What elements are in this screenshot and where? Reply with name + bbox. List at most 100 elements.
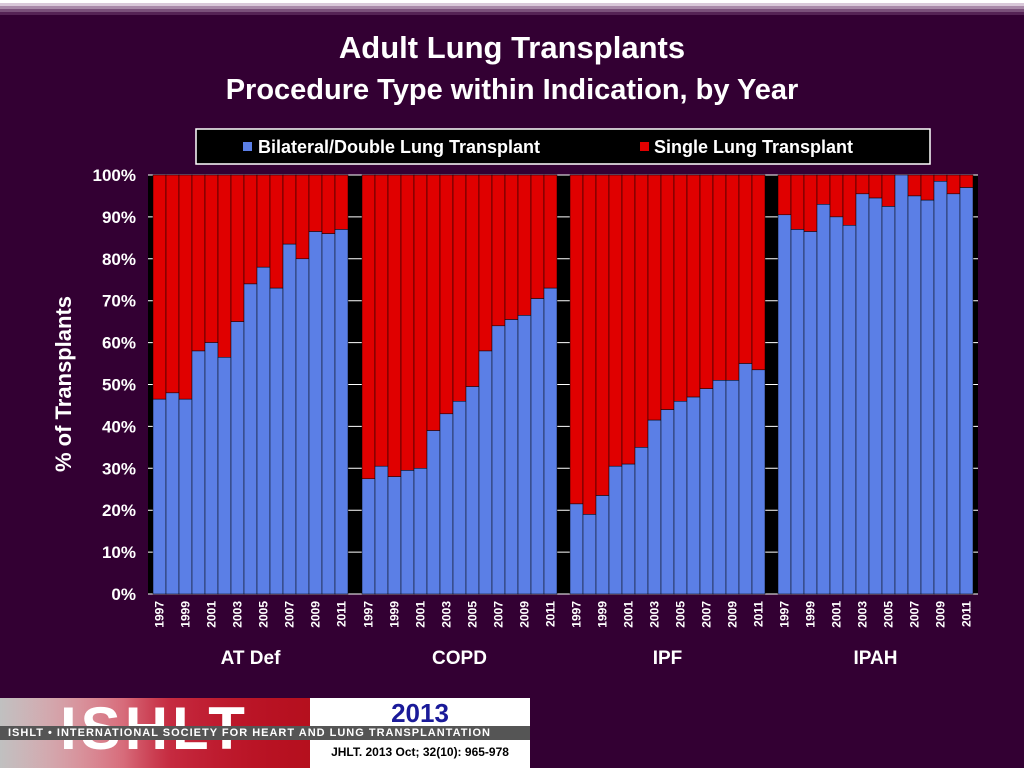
group-label: IPAH	[854, 648, 898, 669]
x-tick-label: 2005	[466, 601, 480, 628]
x-tick-label: 2003	[648, 601, 662, 628]
y-tick-label: 80%	[102, 250, 136, 269]
bar-single	[816, 174, 831, 205]
x-tick-label: 2001	[622, 601, 636, 628]
bar-single	[256, 174, 271, 268]
group-label: COPD	[432, 648, 487, 669]
group-label: AT Def	[221, 648, 281, 669]
bar-single	[204, 174, 219, 343]
society-name: ISHLT • INTERNATIONAL SOCIETY FOR HEART …	[0, 726, 530, 740]
bar-bilateral	[725, 380, 740, 595]
x-tick-label: 1999	[388, 601, 402, 628]
bar-single	[920, 174, 935, 201]
y-tick-label: 70%	[102, 292, 136, 311]
report-year: 2013	[391, 698, 449, 728]
bar-bilateral	[374, 465, 389, 595]
y-tick-label: 60%	[102, 334, 136, 353]
x-tick-label: 2003	[440, 601, 454, 628]
bar-bilateral	[634, 447, 649, 595]
x-tick-label: 2009	[726, 601, 740, 628]
chart-title: Adult Lung Transplants	[338, 30, 686, 65]
bar-single	[517, 174, 532, 316]
bar-bilateral	[308, 231, 323, 595]
bar-single	[959, 174, 974, 188]
y-axis-ticks: 0% 10% 20% 30% 40% 50% 60% 70% 80% 90% 100%	[93, 166, 136, 604]
bar-single	[725, 174, 740, 381]
y-tick-label: 40%	[102, 417, 136, 436]
bar-bilateral	[738, 363, 753, 595]
chart-subtitle: Procedure Type within Indication, by Yea…	[225, 74, 799, 106]
bar-bilateral	[191, 350, 206, 595]
bar-single	[152, 174, 167, 400]
bar-bilateral	[230, 321, 245, 595]
bar-bilateral	[868, 197, 883, 595]
bar-single	[946, 174, 961, 195]
bar-single	[829, 174, 844, 218]
bar-bilateral	[334, 229, 349, 595]
legend-swatch-single	[640, 142, 649, 151]
bar-single	[621, 174, 636, 465]
citation: JHLT. 2013 Oct; 32(10): 965-978	[331, 745, 509, 759]
x-tick-label: 1997	[362, 601, 376, 628]
bar-bilateral	[933, 181, 948, 595]
x-tick-label: 2007	[283, 601, 297, 628]
x-tick-label: 2009	[518, 601, 532, 628]
bar-single	[178, 174, 193, 400]
bar-bilateral	[608, 465, 623, 595]
bar-bilateral	[452, 401, 467, 595]
x-tick-label: 1997	[153, 601, 167, 628]
bar-single	[374, 174, 389, 467]
bar-bilateral	[920, 199, 935, 595]
bar-single	[504, 174, 519, 320]
bar-bilateral	[595, 495, 610, 595]
bar-bilateral	[217, 357, 232, 595]
bar-bilateral	[478, 350, 493, 595]
x-tick-label: 2005	[257, 601, 271, 628]
group-labels: AT Def COPD IPF IPAH	[221, 648, 898, 669]
bar-single	[439, 174, 454, 415]
top-decorative-stripes	[0, 0, 1024, 18]
bar-single	[660, 174, 675, 410]
bar-single	[217, 174, 232, 358]
bar-bilateral	[790, 229, 805, 595]
x-tick-label: 1999	[596, 601, 610, 628]
x-tick-label: 2007	[492, 601, 506, 628]
bar-single	[321, 174, 336, 234]
bar-bilateral	[321, 233, 336, 595]
bar-bilateral	[855, 193, 870, 595]
bar-single	[712, 174, 727, 381]
bar-bilateral	[256, 266, 271, 595]
bar-single	[230, 174, 245, 322]
x-tick-label: 2011	[960, 601, 974, 627]
bar-bilateral	[165, 392, 180, 595]
legend: Bilateral/Double Lung Transplant Single …	[195, 128, 931, 165]
bar-bilateral	[465, 386, 480, 595]
bar-bilateral	[295, 258, 310, 595]
bar-bilateral	[204, 342, 219, 595]
bar-bilateral	[387, 476, 402, 595]
bar-bilateral	[816, 204, 831, 595]
bar-single	[881, 174, 896, 207]
y-axis-label: % of Transplants	[51, 296, 76, 472]
bar-bilateral	[400, 470, 415, 595]
bar-single	[413, 174, 428, 469]
y-tick-label: 100%	[93, 166, 136, 185]
bar-single	[790, 174, 805, 230]
bar-single	[269, 174, 284, 289]
bar-single	[361, 174, 376, 480]
bar-single	[777, 174, 792, 216]
bar-bilateral	[673, 401, 688, 595]
bars	[152, 174, 974, 595]
x-tick-label: 2001	[830, 601, 844, 628]
bar-single	[295, 174, 310, 260]
bar-bilateral	[946, 193, 961, 595]
bar-bilateral	[178, 398, 193, 595]
x-tick-label: 2003	[856, 601, 870, 628]
x-tick-label: 1999	[179, 601, 193, 628]
bar-single	[400, 174, 415, 471]
bar-bilateral	[647, 419, 662, 595]
bar-single	[582, 174, 597, 515]
x-tick-label: 2001	[414, 601, 428, 628]
bar-bilateral	[543, 287, 558, 595]
bar-single	[673, 174, 688, 402]
